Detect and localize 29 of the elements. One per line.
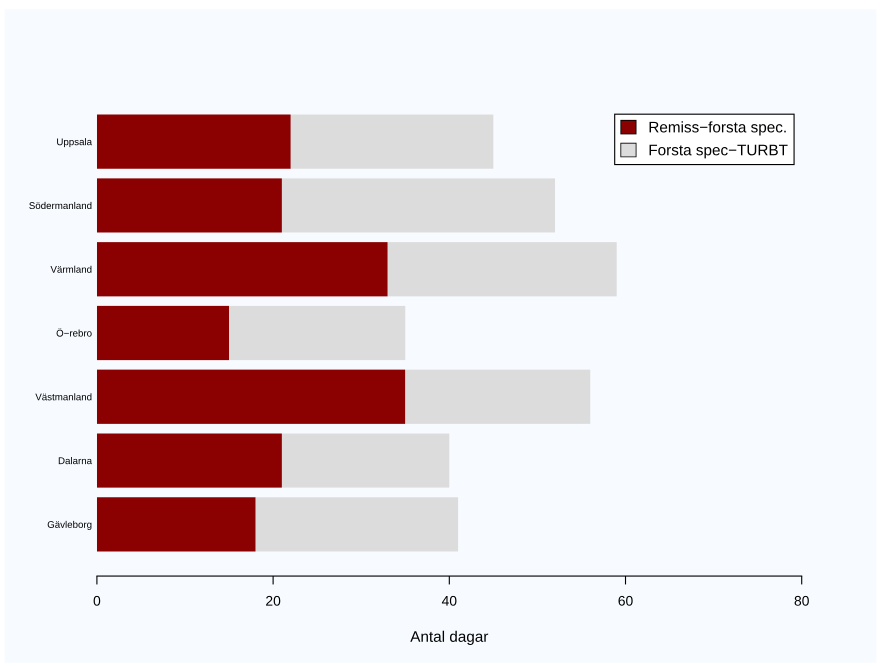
bar — [96, 306, 230, 360]
x-tick-label: 80 — [794, 596, 809, 606]
x-tick-label: 20 — [266, 596, 280, 606]
x-axis-title: Antal dagar — [410, 630, 488, 645]
y-tick-label: Dalarna — [58, 457, 92, 464]
y-tick-label: Gävleborg — [48, 520, 92, 530]
bar — [96, 178, 282, 233]
bar — [255, 497, 458, 552]
y-tick-label: Uppsala — [57, 138, 92, 148]
y-tick-label: Västmanland — [35, 393, 92, 400]
y-tick-label: Ö−rebro — [56, 328, 92, 337]
y-tick-label: Värmland — [50, 266, 92, 273]
bar — [96, 433, 282, 488]
legend-label: Remiss−forsta spec. — [650, 121, 786, 136]
bar — [388, 242, 617, 296]
bar — [405, 370, 590, 424]
legend-label: Forsta spec−TURBT — [650, 144, 788, 158]
bar — [282, 178, 556, 233]
bar — [282, 433, 450, 488]
x-tick-label: 60 — [618, 596, 633, 606]
bar — [290, 114, 494, 169]
bar — [96, 370, 406, 424]
bar — [96, 242, 388, 296]
y-tick-label: Södermanland — [29, 202, 92, 210]
bar — [96, 114, 291, 169]
bar — [229, 306, 406, 360]
bar — [96, 497, 256, 552]
x-tick-label: 40 — [442, 596, 456, 606]
x-tick-label: 0 — [94, 596, 100, 606]
